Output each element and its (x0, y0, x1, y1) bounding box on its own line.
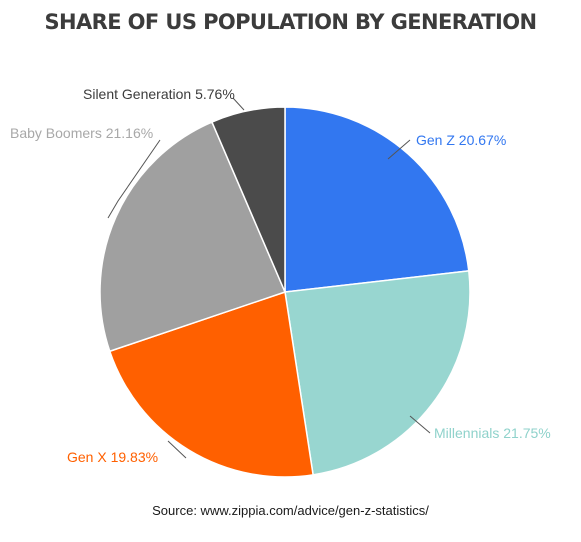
pie-slice-millennials (284, 270, 471, 476)
slice-label-gen-z: Gen Z 20.67% (416, 132, 506, 148)
leader-lines (107, 97, 431, 459)
slice-label-silent-generation: Silent Generation 5.76% (83, 86, 235, 102)
pie-slices (99, 106, 471, 478)
slice-label-baby-boomers: Baby Boomers 21.16% (10, 125, 153, 141)
slice-label-millennials: Millennials 21.75% (434, 425, 551, 441)
leader-line-gen-z (387, 139, 411, 160)
slice-labels: Gen Z 20.67% Millennials 21.75% Gen X 19.8… (10, 86, 551, 465)
source-note: Source: www.zippia.com/advice/gen-z-stat… (152, 503, 429, 518)
leader-line-gen-x (167, 440, 187, 459)
leader-line-silent-generation (232, 97, 245, 111)
pie-slice-baby-boomers (99, 121, 286, 353)
pie-slice-gen-z (284, 106, 470, 293)
slice-label-gen-x: Gen X 19.83% (67, 449, 158, 465)
chart-title: SHARE OF US POPULATION BY GENERATION (44, 10, 538, 34)
pie-slice-gen-x (109, 291, 314, 478)
leader-line-millennials (409, 415, 431, 434)
pie-slice-silent-generation (211, 106, 286, 293)
leader-line-baby-boomers (107, 139, 161, 219)
